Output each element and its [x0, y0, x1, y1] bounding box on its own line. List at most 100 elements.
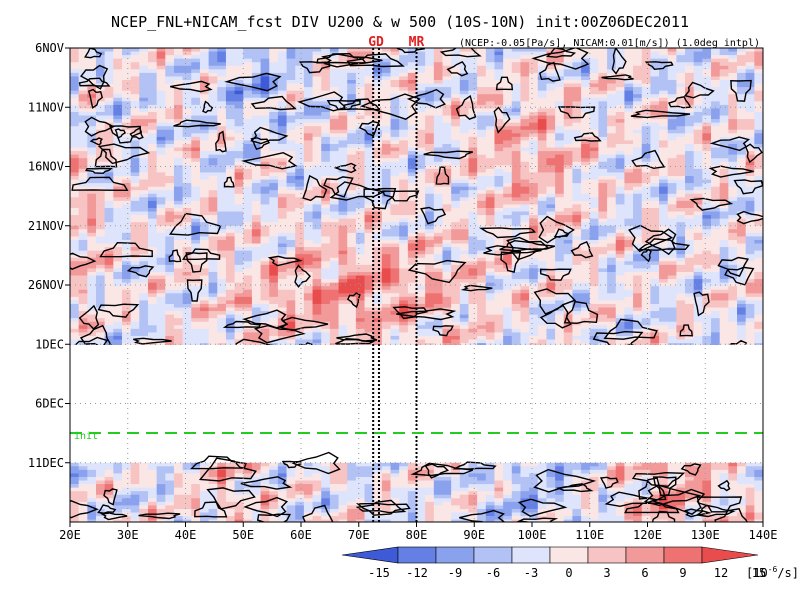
field-cell — [754, 200, 763, 205]
field-cell — [520, 126, 530, 131]
field-cell — [147, 72, 158, 77]
field-cell — [243, 151, 253, 156]
field-cell — [338, 200, 348, 205]
field-cell — [563, 108, 573, 113]
field-cell — [338, 225, 348, 230]
field-cell — [685, 236, 695, 241]
field-cell — [529, 158, 539, 163]
field-cell — [503, 229, 513, 234]
field-cell — [70, 97, 80, 102]
field-cell — [624, 87, 634, 92]
field-cell — [667, 218, 677, 223]
field-cell — [399, 79, 409, 84]
field-cell — [581, 168, 591, 173]
field-cell — [555, 90, 565, 95]
field-cell — [70, 254, 80, 259]
field-cell — [451, 87, 461, 92]
field-cell — [390, 129, 400, 134]
field-cell — [572, 48, 582, 52]
field-cell — [390, 133, 400, 138]
field-cell — [494, 65, 504, 70]
field-cell — [468, 151, 478, 156]
field-cell — [156, 133, 166, 138]
field-cell — [182, 94, 192, 99]
field-cell — [451, 119, 461, 124]
field-cell — [407, 190, 417, 195]
field-cell — [754, 83, 763, 88]
field-cell — [70, 239, 80, 244]
field-cell — [676, 261, 686, 266]
field-cell — [225, 207, 235, 212]
field-cell — [650, 62, 660, 67]
field-cell — [537, 79, 547, 84]
field-cell — [693, 200, 703, 205]
field-cell — [589, 168, 599, 173]
field-cell — [139, 72, 149, 77]
field-cell — [113, 51, 123, 56]
field-cell — [555, 97, 565, 102]
field-cell — [87, 207, 97, 212]
field-cell — [702, 126, 712, 131]
field-cell — [737, 229, 747, 234]
field-cell — [754, 183, 763, 188]
field-cell — [503, 183, 513, 188]
field-cell — [199, 119, 209, 124]
field-cell — [641, 51, 651, 56]
field-cell — [269, 151, 279, 156]
field-cell — [477, 250, 487, 255]
field-cell — [433, 140, 443, 145]
field-cell — [433, 101, 443, 106]
field-cell — [381, 183, 391, 188]
field-cell — [477, 172, 487, 177]
field-cell — [260, 186, 270, 191]
field-cell — [243, 172, 253, 177]
field-cell — [442, 247, 452, 252]
field-cell — [165, 222, 175, 227]
field-cell — [87, 48, 97, 52]
field-cell — [685, 239, 695, 244]
field-cell — [225, 69, 235, 74]
field-cell — [191, 72, 201, 77]
field-cell — [494, 222, 504, 227]
field-cell — [104, 108, 114, 113]
field-cell — [425, 97, 435, 102]
field-cell — [433, 183, 443, 188]
field-cell — [269, 158, 279, 163]
field-cell — [425, 154, 435, 159]
field-cell — [173, 158, 184, 163]
field-cell — [104, 200, 114, 205]
field-cell — [442, 140, 452, 145]
field-cell — [589, 183, 599, 188]
field-cell — [243, 115, 253, 120]
field-cell — [563, 97, 573, 102]
field-cell — [277, 232, 287, 237]
field-cell — [243, 261, 253, 266]
field-cell — [277, 225, 287, 230]
field-cell — [260, 250, 270, 255]
field-cell — [182, 247, 192, 252]
field-cell — [130, 168, 140, 173]
field-cell — [615, 232, 625, 237]
field-cell — [312, 55, 322, 60]
field-cell — [173, 126, 184, 131]
field-cell — [745, 122, 755, 127]
field-cell — [191, 172, 201, 177]
field-cell — [277, 236, 287, 241]
field-cell — [702, 83, 712, 88]
field-cell — [78, 58, 88, 63]
field-cell — [251, 172, 261, 177]
field-cell — [676, 147, 686, 152]
field-cell — [147, 239, 158, 244]
field-cell — [581, 250, 591, 255]
field-cell — [615, 172, 625, 177]
field-cell — [555, 197, 565, 202]
field-cell — [87, 247, 97, 252]
field-cell — [321, 261, 331, 266]
field-cell — [702, 104, 712, 109]
field-cell — [173, 190, 184, 195]
field-cell — [147, 94, 158, 99]
field-cell — [442, 193, 452, 198]
field-cell — [459, 179, 469, 184]
field-cell — [364, 225, 374, 230]
field-cell — [737, 165, 747, 170]
